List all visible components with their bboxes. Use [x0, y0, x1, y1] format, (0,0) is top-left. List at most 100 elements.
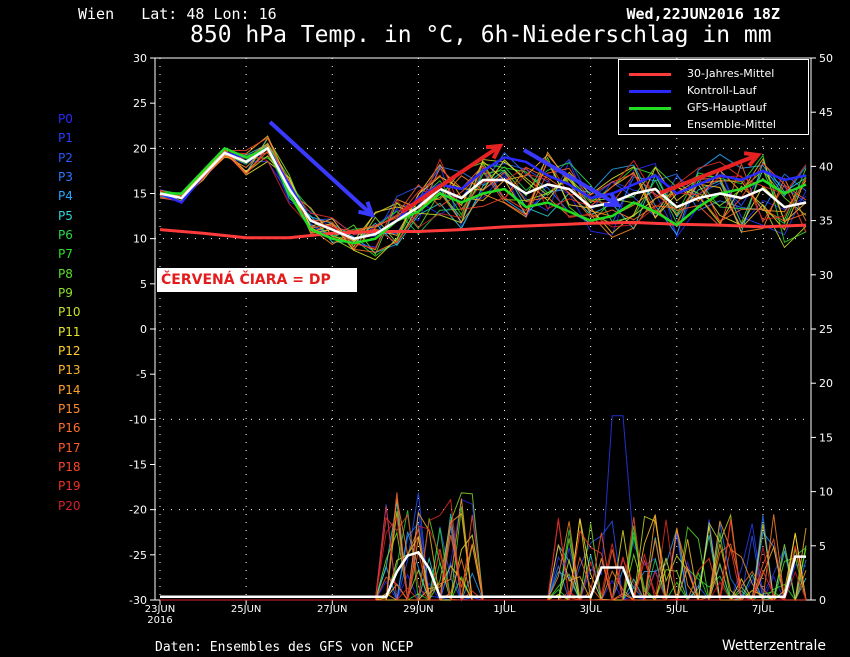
member-label: P18 [58, 459, 81, 474]
member-label: P9 [58, 285, 73, 300]
legend-item: GFS-Hauptlauf [627, 100, 807, 116]
legend-swatch [629, 90, 671, 93]
member-label: P19 [58, 479, 81, 494]
legend-label: Kontroll-Lauf [687, 84, 757, 97]
y-right-tick-label: 15 [819, 431, 833, 444]
chart-title: 850 hPa Temp. in °C, 6h-Niederschlag in … [190, 22, 772, 48]
precip-line [160, 492, 807, 602]
y-right-tick-label: 20 [819, 377, 833, 390]
member-label: P0 [58, 112, 73, 126]
y-right-tick-label: 25 [819, 323, 833, 336]
legend-item: Ensemble-Mittel [627, 117, 807, 133]
member-label: P7 [58, 247, 73, 262]
precip-mean-line [160, 550, 806, 598]
member-label: P11 [58, 324, 81, 339]
y-left-tick-label: 20 [133, 142, 147, 155]
precip-line [160, 498, 807, 602]
y-right-tick-label: 5 [819, 540, 826, 553]
precip-line [160, 498, 806, 602]
x-tick-label: 27JUN [317, 604, 347, 615]
brand-label: Wetterzentrale [721, 638, 826, 654]
ensemble-line [159, 152, 807, 257]
y-left-tick-label: -10 [129, 413, 147, 426]
precip-line [160, 527, 807, 602]
y-right-tick-label: 35 [819, 215, 833, 228]
member-label: P12 [58, 343, 81, 358]
y-left-tick-label: 5 [140, 278, 147, 291]
x-tick-label: 5JUL [666, 604, 689, 615]
y-right-tick-label: 0 [819, 594, 826, 607]
member-label: P10 [58, 305, 81, 320]
annotation-arrowhead [603, 191, 622, 208]
annotation-arrow [400, 144, 502, 214]
x-tick-label: 23JUN [145, 604, 175, 615]
y-left-tick-label: 10 [133, 233, 147, 246]
legend-label: Ensemble-Mittel [687, 118, 776, 131]
x-tick-label: 2016 [147, 615, 172, 626]
series-line [159, 146, 807, 240]
y-left-tick-label: -20 [129, 504, 147, 517]
y-left-tick-label: -5 [136, 368, 147, 381]
precip-line [160, 492, 806, 602]
annotation-label: ČERVENÁ ČIARA = DP [157, 268, 357, 292]
x-tick-label: 1JUL [493, 604, 516, 615]
ensemble-member-list: P0 P1 P2 P3 P4 P5 P6 P7 P8 P9 P10 P11 P12 P13 P14 P15 P1… [58, 110, 118, 516]
annotation-arrowhead [357, 201, 376, 218]
y-left-tick-label: 25 [133, 97, 147, 110]
legend-label: 30-Jahres-Mittel [687, 67, 775, 80]
legend: 30-Jahres-Mittel Kontroll-Lauf GFS-Haupt… [618, 59, 809, 135]
precip-line [160, 498, 807, 601]
precip-line [160, 501, 807, 602]
y-right-tick-label: 10 [819, 486, 833, 499]
legend-item: Kontroll-Lauf [627, 83, 807, 99]
series-line [159, 220, 807, 240]
member-label: P14 [58, 382, 81, 397]
y-left-tick-label: -30 [129, 594, 147, 607]
datetime-label: Wed,22JUN2016 18Z [626, 5, 780, 23]
x-tick-label: 25JUN [231, 604, 261, 615]
ensemble-line [159, 151, 807, 249]
member-label: P8 [58, 266, 73, 281]
legend-label: GFS-Hauptlauf [687, 101, 767, 114]
y-left-tick-label: 30 [133, 52, 147, 65]
member-label: P5 [58, 208, 73, 223]
annotation-arrowhead [485, 143, 504, 160]
precip-line [160, 516, 807, 602]
x-tick-label: 29JUN [403, 604, 433, 615]
location-label: Wien Lat: 48 Lon: 16 [78, 5, 277, 23]
y-left-tick-label: -15 [129, 459, 147, 472]
data-source-label: Daten: Ensembles des GFS von NCEP [155, 640, 414, 655]
annotation-arrow [659, 153, 759, 195]
member-label: P4 [58, 189, 73, 204]
legend-swatch [629, 73, 671, 76]
member-label: P13 [58, 363, 81, 378]
x-tick-label: 3JUL [580, 604, 603, 615]
y-right-tick-label: 45 [819, 106, 833, 119]
ensemble-line [159, 152, 807, 253]
x-tick-label: 7JUL [752, 604, 775, 615]
annotation-arrowhead [743, 151, 762, 167]
legend-item: 30-Jahres-Mittel [627, 66, 807, 82]
member-label: P3 [58, 169, 73, 184]
legend-swatch [629, 107, 671, 110]
member-label: P6 [58, 227, 73, 242]
annotation-arrow [268, 120, 374, 217]
member-label: P17 [58, 440, 81, 455]
y-right-tick-label: 30 [819, 269, 833, 282]
precip-line [160, 498, 806, 601]
member-label: P2 [58, 150, 73, 165]
member-label: P1 [58, 131, 73, 146]
ensemble-line [159, 145, 807, 237]
member-label: P16 [58, 421, 81, 436]
y-left-tick-label: 0 [140, 323, 147, 336]
member-label: P20 [58, 498, 81, 513]
ensemble-line [159, 135, 807, 242]
precip-line [160, 492, 807, 602]
y-left-tick-label: 15 [133, 188, 147, 201]
y-left-tick-label: -25 [129, 549, 147, 562]
legend-swatch [629, 124, 671, 127]
annotation-arrow [522, 148, 620, 207]
precip-line [160, 415, 806, 602]
